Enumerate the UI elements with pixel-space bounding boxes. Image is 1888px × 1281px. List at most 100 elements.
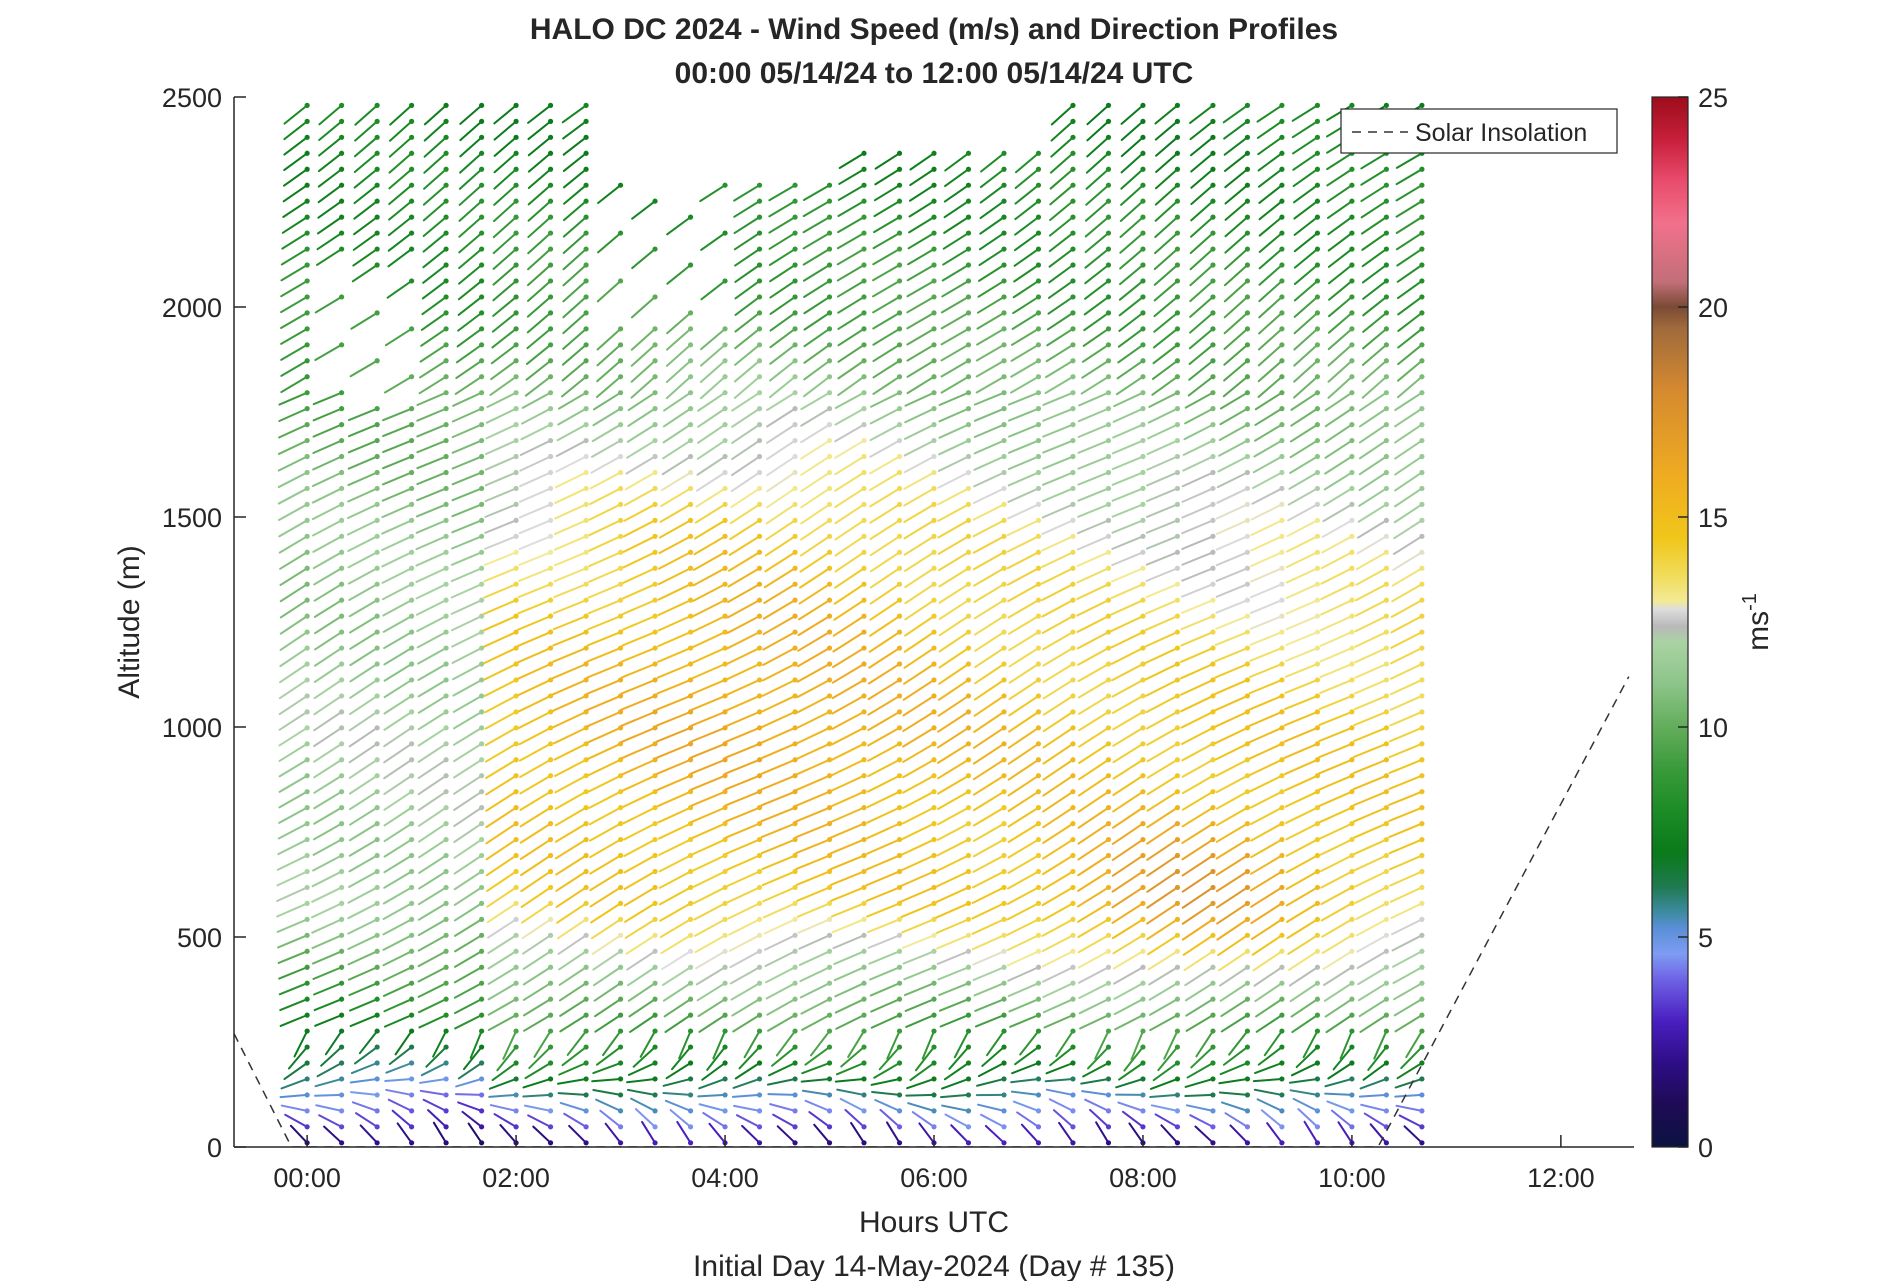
- wind-barb-head: [1419, 310, 1425, 316]
- wind-barb: [1144, 663, 1179, 681]
- wind-barb: [903, 439, 935, 457]
- wind-barb-head: [1035, 214, 1042, 220]
- wind-barb-head: [1140, 645, 1146, 651]
- wind-barb: [836, 1088, 865, 1096]
- wind-barb: [1390, 918, 1423, 936]
- wind-barb-head: [617, 390, 624, 396]
- wind-barb: [352, 232, 379, 251]
- wind-barb: [906, 327, 935, 346]
- wind-barb: [347, 902, 379, 920]
- wind-barb-head: [931, 805, 937, 811]
- wind-barb-head: [792, 1108, 798, 1114]
- wind-barb: [1148, 966, 1179, 986]
- wind-barb-head: [1001, 725, 1007, 731]
- wind-barb-head: [792, 932, 798, 938]
- wind-barb: [1248, 678, 1283, 695]
- wind-barb: [869, 966, 901, 981]
- x-tick-label: 10:00: [1318, 1163, 1386, 1193]
- wind-barb-head: [1314, 980, 1321, 986]
- wind-barb-head: [792, 565, 798, 571]
- wind-barb-head: [409, 374, 415, 380]
- wind-barb: [657, 806, 692, 824]
- wind-barb: [903, 966, 935, 981]
- wind-barb-head: [931, 868, 937, 875]
- wind-barb-head: [1314, 166, 1321, 172]
- wind-barb-head: [931, 677, 937, 683]
- wind-barb: [556, 902, 588, 924]
- wind-barb-head: [861, 645, 867, 651]
- wind-barb-head: [1279, 1108, 1285, 1114]
- wind-barb-head: [756, 262, 763, 268]
- wind-barb: [1249, 631, 1283, 646]
- wind-barb: [1146, 439, 1179, 456]
- wind-barb: [671, 1046, 692, 1071]
- wind-barb-head: [339, 118, 345, 124]
- wind-barb: [937, 966, 970, 981]
- wind-barb-head: [547, 581, 554, 587]
- wind-barb-head: [722, 1028, 728, 1034]
- wind-barb-head: [513, 182, 519, 188]
- wind-barb-head: [1070, 980, 1076, 986]
- wind-barb: [1248, 694, 1283, 711]
- wind-barb: [1360, 184, 1388, 203]
- wind-barb: [383, 774, 413, 796]
- wind-barb-head: [1001, 533, 1007, 539]
- wind-barb-head: [792, 374, 798, 380]
- wind-barb-head: [1140, 422, 1146, 428]
- x-tick-label: 08:00: [1109, 1163, 1177, 1193]
- wind-barb: [587, 758, 622, 777]
- wind-barb-head: [1001, 374, 1007, 380]
- wind-barb: [553, 551, 588, 567]
- wind-barb: [520, 423, 552, 441]
- wind-barb: [1185, 998, 1214, 1017]
- wind-barb: [1263, 1030, 1283, 1057]
- wind-barb: [416, 631, 448, 649]
- wind-barb: [869, 471, 901, 491]
- wind-barb: [1392, 551, 1423, 571]
- wind-barb-head: [1035, 900, 1042, 907]
- wind-barb: [678, 1030, 692, 1060]
- wind-barb-head: [896, 278, 903, 284]
- wind-barb-head: [1383, 789, 1389, 795]
- wind-barb: [972, 551, 1005, 571]
- wind-barb-head: [756, 693, 763, 699]
- wind-barb: [800, 487, 831, 509]
- wind-barb-head: [583, 1044, 589, 1050]
- wind-barb-head: [443, 661, 449, 667]
- wind-barb-head: [1174, 374, 1181, 380]
- wind-barb: [347, 950, 379, 966]
- wind-barb: [869, 583, 901, 605]
- wind-barb: [1189, 120, 1214, 141]
- wind-barb-head: [1001, 821, 1007, 827]
- wind-barb-head: [479, 230, 485, 236]
- wind-barb: [1353, 822, 1388, 839]
- wind-barb-head: [339, 916, 345, 922]
- wind-barb-head: [792, 1140, 798, 1146]
- wind-barb-head: [443, 358, 449, 364]
- wind-barb-head: [1001, 198, 1007, 204]
- wind-barb: [528, 1046, 552, 1070]
- wind-barb: [1145, 567, 1179, 582]
- wind-barb: [1148, 998, 1179, 1016]
- wind-barb-head: [722, 964, 728, 970]
- wind-barb-head: [1314, 725, 1321, 731]
- wind-barb: [1388, 854, 1423, 871]
- wind-barb: [972, 870, 1005, 889]
- wind-barb-head: [652, 422, 658, 428]
- wind-barb-head: [304, 501, 310, 507]
- wind-barb: [1320, 902, 1353, 922]
- wind-barb: [482, 615, 518, 632]
- wind-barb: [766, 423, 797, 444]
- wind-barb: [1076, 567, 1110, 584]
- wind-barb: [870, 998, 901, 1013]
- wind-barb-head: [1070, 964, 1076, 970]
- wind-barb: [697, 423, 727, 444]
- wind-barb: [587, 615, 622, 631]
- wind-barb-head: [1279, 118, 1285, 124]
- wind-barb: [868, 631, 901, 653]
- wind-barb: [1011, 1062, 1040, 1075]
- wind-barb-head: [722, 1108, 728, 1114]
- wind-barb: [417, 918, 448, 937]
- wind-barb-head: [722, 517, 728, 523]
- wind-barb-head: [1419, 246, 1425, 252]
